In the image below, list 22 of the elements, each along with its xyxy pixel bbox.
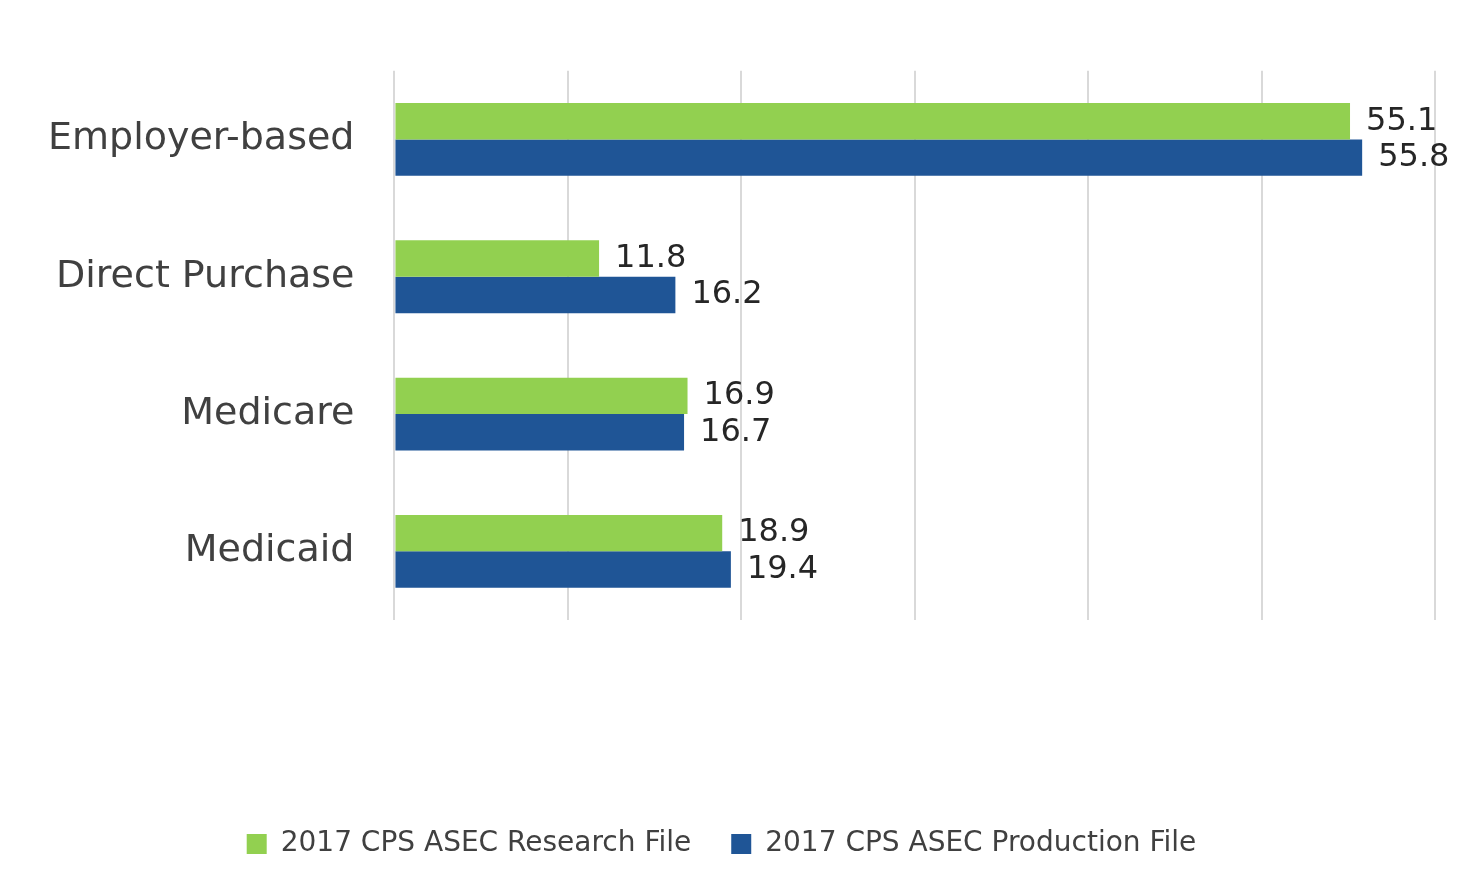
bar xyxy=(395,551,731,588)
bar xyxy=(395,414,685,451)
data-label: 18.9 xyxy=(738,511,810,550)
data-label: 55.1 xyxy=(1366,99,1438,138)
bar xyxy=(395,276,676,314)
bar xyxy=(395,103,1351,140)
y-tick-label: Medicaid xyxy=(184,526,355,571)
data-label: 55.8 xyxy=(1378,135,1450,174)
y-tick-label: Direct Purchase xyxy=(56,251,355,296)
y-tick-label: Medicare xyxy=(181,388,355,433)
bar xyxy=(395,240,600,277)
data-label: 16.7 xyxy=(700,410,772,449)
bar xyxy=(395,514,723,552)
data-label: 11.8 xyxy=(615,236,687,275)
bar xyxy=(395,139,1363,176)
y-tick-label: Employer-based xyxy=(47,114,355,159)
bar xyxy=(395,377,688,415)
data-label: 16.9 xyxy=(703,374,775,413)
legend-label: 2017 CPS ASEC Research File xyxy=(280,825,692,859)
data-label: 19.4 xyxy=(746,547,819,586)
data-label: 16.2 xyxy=(691,273,763,312)
legend-label: 2017 CPS ASEC Production File xyxy=(765,825,1197,859)
